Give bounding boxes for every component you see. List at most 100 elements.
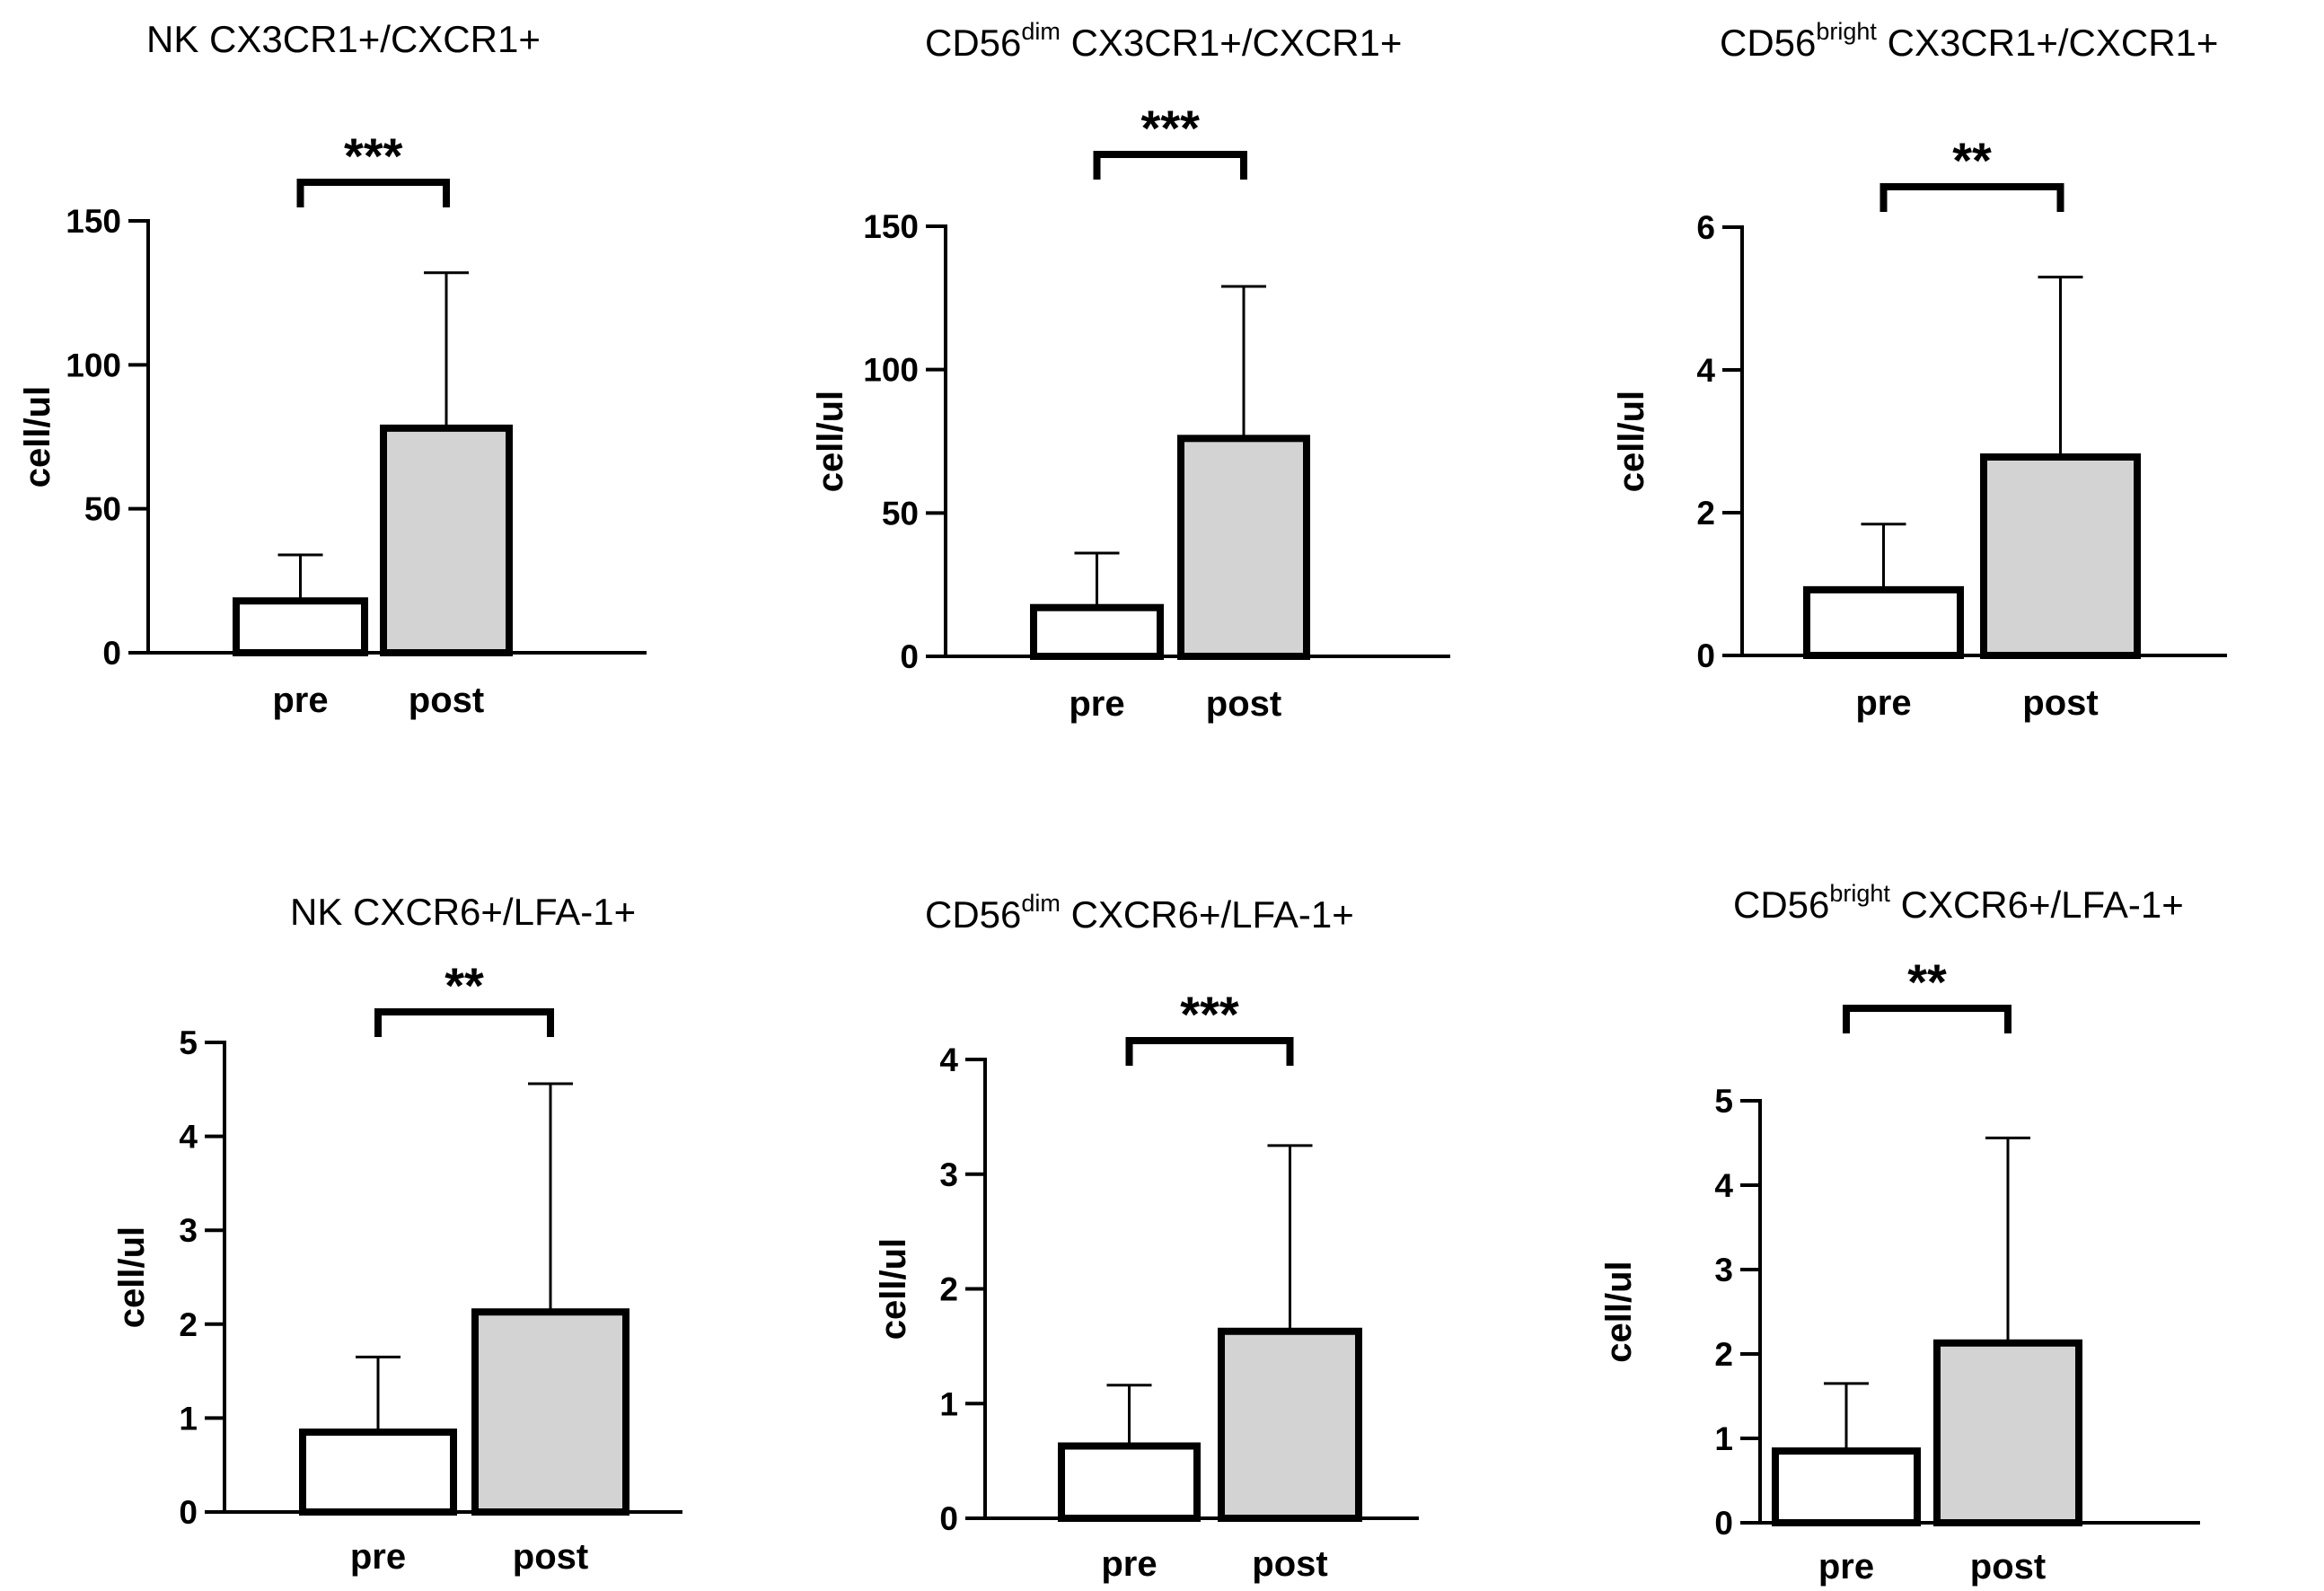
chart-title-suffix: CX3CR1+/CXCR1+ (1877, 22, 2218, 64)
y-tick-label: 50 (84, 491, 121, 528)
x-category-label: pre (1101, 1544, 1157, 1584)
bar-pre (1772, 1447, 1921, 1526)
significance-bracket (374, 1008, 554, 1037)
bar-pre (1030, 603, 1164, 660)
x-category-label: pre (1069, 684, 1124, 724)
chart-title: CD56bright CXCR6+/LFA-1+ (1733, 880, 2184, 926)
chart-title-prefix: NK (146, 18, 198, 60)
x-category-label: post (1206, 684, 1281, 724)
significance-bracket (1125, 1037, 1294, 1066)
chart-title-suffix: CX3CR1+/CXCR1+ (198, 18, 540, 60)
chart-title-prefix: CD56 (925, 893, 1021, 936)
x-category-label: pre (1855, 683, 1911, 723)
chart-title-suffix: CXCR6+/LFA-1+ (1061, 893, 1354, 936)
x-category-label: post (2022, 683, 2098, 723)
significance-label: ** (445, 957, 484, 1014)
y-tick-label: 4 (1714, 1167, 1733, 1204)
x-category-label: pre (350, 1537, 406, 1577)
chart-title: CD56dim CX3CR1+/CXCR1+ (925, 18, 1402, 64)
significance-label: *** (1141, 100, 1201, 156)
y-tick-label: 5 (179, 1024, 198, 1061)
significance-label: ** (1907, 954, 1947, 1010)
significance-bracket (1843, 1005, 2011, 1033)
bar-pre (299, 1428, 457, 1516)
chart-panel-2: CD56dim CX3CR1+/CXCR1+ 0 50 100 150 cell/ul pr… (811, 18, 1450, 724)
chart-panel-1: NK CX3CR1+/CXCR1+ 0 50 100 150 cell/ul pre post… (18, 18, 647, 720)
significance-bracket (1093, 151, 1247, 180)
chart-panel-6: CD56bright CXCR6+/LFA-1+ 0 1 2 3 4 5 cell/ul pre… (1599, 880, 2200, 1587)
x-category-label: post (1252, 1544, 1327, 1584)
y-tick-label: 3 (939, 1156, 958, 1193)
y-axis-label: cell/ul (18, 386, 57, 488)
y-axis-label: cell/ul (811, 391, 850, 492)
y-tick-label: 100 (863, 352, 919, 389)
bar-post (471, 1308, 629, 1516)
y-tick-label: 4 (179, 1119, 198, 1156)
chart-title: CD56dim CXCR6+/LFA-1+ (925, 890, 1354, 936)
y-tick-label: 1 (939, 1385, 958, 1422)
y-tick-label: 4 (939, 1042, 958, 1078)
chart-title-prefix: NK (290, 891, 342, 933)
chart-title: NK CX3CR1+/CXCR1+ (146, 18, 541, 60)
significance-bracket (1879, 183, 2064, 212)
significance-bracket (296, 179, 450, 207)
y-tick-label: 100 (66, 347, 121, 383)
y-tick-label: 150 (863, 208, 919, 245)
bar-post (1980, 453, 2141, 659)
bar-pre (1803, 585, 1964, 659)
y-axis-label: cell/ul (874, 1238, 913, 1340)
chart-title-suffix: CXCR6+/LFA-1+ (342, 891, 636, 933)
x-category-label: post (409, 681, 484, 720)
bar-post (1933, 1339, 2082, 1527)
x-category-label: pre (1818, 1547, 1874, 1587)
chart-title: CD56bright CX3CR1+/CXCR1+ (1720, 18, 2218, 64)
chart-panel-3: CD56bright CX3CR1+/CXCR1+ 0 2 4 6 cell/ul pre p… (1612, 18, 2227, 723)
chart-title-prefix: CD56 (1733, 883, 1829, 926)
y-tick-label: 1 (1714, 1420, 1733, 1457)
y-axis-label: cell/ul (112, 1226, 152, 1328)
y-tick-label: 1 (179, 1400, 198, 1437)
significance-label: *** (344, 127, 403, 184)
y-tick-label: 50 (882, 495, 919, 532)
y-axis-label: cell/ul (1599, 1261, 1639, 1362)
y-tick-label: 0 (1714, 1505, 1733, 1542)
y-tick-label: 6 (1696, 209, 1715, 246)
y-tick-label: 150 (66, 203, 121, 240)
bar-post (1218, 1327, 1362, 1522)
y-axis-label: cell/ul (1612, 391, 1651, 492)
chart-title-superscript: bright (1829, 880, 1890, 907)
chart-panel-4: NK CXCR6+/LFA-1+ 0 1 2 3 4 5 cell/ul pre post ** (112, 891, 682, 1577)
chart-title-prefix: CD56 (925, 22, 1021, 64)
y-tick-label: 2 (1714, 1336, 1733, 1373)
y-tick-label: 0 (900, 638, 919, 675)
bar-post (380, 424, 513, 656)
chart-title-suffix: CXCR6+/LFA-1+ (1890, 883, 2184, 926)
chart-title-prefix: CD56 (1720, 22, 1816, 64)
y-tick-label: 0 (179, 1494, 198, 1531)
y-tick-label: 0 (102, 635, 121, 672)
y-tick-label: 2 (939, 1271, 958, 1308)
x-category-label: post (513, 1537, 588, 1577)
y-tick-label: 0 (1696, 637, 1715, 674)
y-tick-label: 4 (1696, 352, 1715, 389)
bar-pre (1058, 1442, 1201, 1522)
x-category-label: post (1970, 1547, 2046, 1587)
y-tick-label: 2 (1696, 495, 1715, 532)
y-tick-label: 2 (179, 1306, 198, 1343)
y-tick-label: 3 (179, 1212, 198, 1249)
chart-title-superscript: dim (1021, 18, 1061, 45)
y-tick-label: 3 (1714, 1252, 1733, 1288)
chart-title-superscript: bright (1816, 18, 1877, 45)
y-tick-label: 0 (939, 1500, 958, 1537)
significance-label: ** (1952, 132, 1992, 189)
chart-title-superscript: dim (1021, 890, 1061, 917)
y-tick-label: 5 (1714, 1083, 1733, 1120)
bar-post (1177, 435, 1310, 660)
significance-label: *** (1180, 986, 1239, 1042)
chart-title-suffix: CX3CR1+/CXCR1+ (1061, 22, 1402, 64)
bar-pre (233, 597, 368, 657)
chart-panel-5: CD56dim CXCR6+/LFA-1+ 0 1 2 3 4 cell/ul pre post… (874, 890, 1419, 1584)
x-category-label: pre (272, 681, 328, 720)
chart-title: NK CXCR6+/LFA-1+ (290, 891, 636, 933)
